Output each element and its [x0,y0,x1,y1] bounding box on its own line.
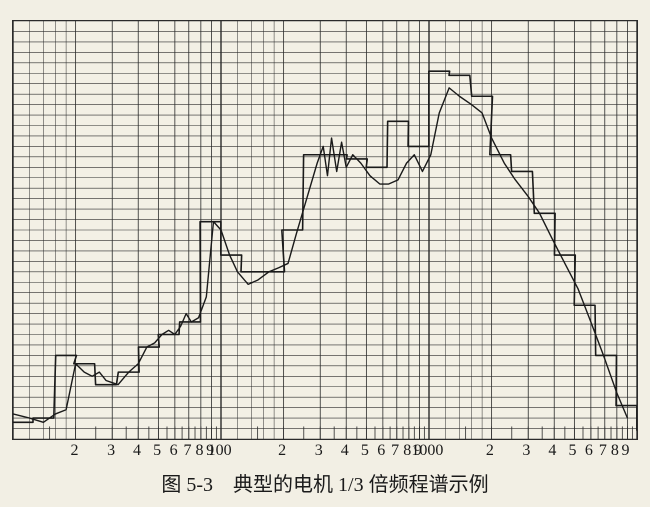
x-tick-label: 6 [377,442,385,460]
x-tick-label: 2 [71,442,79,460]
x-tick-label: 100 [208,442,232,460]
x-tick-label: 2 [278,442,286,460]
x-tick-label: 8 [611,442,619,460]
x-tick-label: 5 [568,442,576,460]
x-tick-label: 7 [183,442,191,460]
x-tick-label: 6 [585,442,593,460]
x-tick-label: 8 [196,442,204,460]
x-tick-label: 7 [391,442,399,460]
x-tick-label: 8 [403,442,411,460]
x-tick-label: 6 [170,442,178,460]
x-tick-label: 1000 [411,442,443,460]
chart-frame [12,20,638,440]
x-tick-label: 9 [621,442,629,460]
x-tick-label: 3 [522,442,530,460]
x-tick-label: 5 [153,442,161,460]
page-root: 2345678910023456789100023456789 图 5-3 典型… [0,0,650,507]
x-tick-label: 3 [315,442,323,460]
spectrum-chart [13,21,637,439]
x-tick-label: 4 [548,442,556,460]
x-tick-label: 2 [486,442,494,460]
x-tick-label: 7 [599,442,607,460]
x-tick-label: 4 [341,442,349,460]
x-tick-label: 5 [361,442,369,460]
figure-caption: 图 5-3 典型的电机 1/3 倍频程谱示例 [0,468,650,497]
x-tick-label: 4 [133,442,141,460]
x-tick-label: 3 [107,442,115,460]
